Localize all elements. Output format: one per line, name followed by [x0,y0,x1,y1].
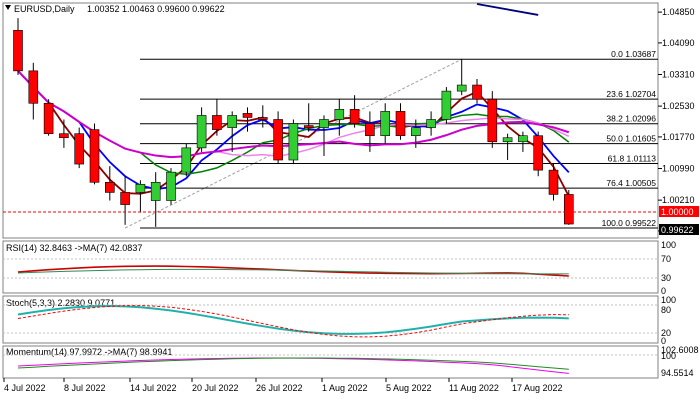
candle-bull [441,90,452,120]
time-tick-label: 5 Aug 2022 [386,383,432,393]
fib-level-label: 100.0 0.99522 [602,218,657,228]
candle-bull [518,135,528,143]
time-tick-label: 1 Aug 2022 [322,383,368,393]
ma-navy-line [476,3,539,16]
time-tick-label: 4 Jul 2022 [4,383,46,393]
candle-bear [105,181,115,193]
stoch-axis-100: 100 [661,295,676,305]
momentum-ma-line [17,357,569,370]
time-tick-label: 11 Aug 2022 [449,383,499,393]
candle-bear [257,117,268,120]
candle-bull [288,123,299,161]
time-tick-label: 14 Jul 2022 [130,383,177,393]
candle-bear [120,192,130,205]
time-tick-label: 8 Jul 2022 [64,383,106,393]
candle-bear [487,98,498,143]
candle-bear [212,115,222,130]
momentum-axis-bottom: 94.5514 [661,368,694,378]
candle-bear [548,169,559,195]
price-tick-label: 1.03310 [662,70,695,80]
candle-bull [181,147,192,173]
rsi-axis-0: 0 [661,286,666,296]
candle-bull [227,115,237,128]
fib-trendline [124,58,462,229]
price-tick-label: 1.00990 [662,164,695,174]
time-axis: 4 Jul 2022 8 Jul 2022 14 Jul 2022 20 Jul 20… [3,378,563,393]
fib-level-label: 23.6 1.02704 [606,89,656,99]
fib-level-label: 50.0 1.01605 [606,134,656,144]
candle-bear [59,133,69,139]
momentum-axis-100: 100 [661,351,676,361]
candle-bull [502,137,513,143]
fib-level-label: 76.4 1.00505 [606,178,656,188]
candle-bear [242,113,253,118]
candle-bear [273,119,283,161]
candle-bear [303,125,314,128]
time-tick-label: 20 Jul 2022 [192,383,239,393]
level-marker-label: 1.00000 [661,207,694,217]
stoch-axis-0: 0 [661,336,666,346]
candle-bull [196,115,207,149]
fib-level-label: 61.8 1.01113 [608,154,657,164]
candle-bull [319,119,329,128]
rsi-axis-100: 100 [661,240,676,250]
rsi-axis-70: 70 [661,254,671,264]
level-marker-box [659,206,699,217]
stoch-signal-line [17,305,569,338]
ohlc-readout: 1.00352 1.00463 0.99600 0.99622 [87,4,225,14]
price-tick-label: 1.01770 [662,132,695,142]
candle-bear [43,102,54,134]
candle-bear [533,135,544,171]
candle-bear [89,129,100,183]
fib-level-label: 38.2 1.02096 [606,114,656,124]
candlestick-series [13,18,574,227]
candle-bull [135,184,146,193]
candle-bear [28,70,39,104]
candle-bear [472,84,482,100]
candle-bull [426,119,436,128]
price-tick-label: 1.00210 [662,195,695,205]
stoch-axis-20: 20 [661,328,671,338]
chart-symbol-label: EURUSD,Daily [14,4,75,14]
price-tick-label: 1.04850 [662,7,695,17]
candle-bull [150,181,161,201]
rsi-title: RSI(14) 32.8463 ->MA(7) 42.0837 [6,243,142,253]
current-price-box [659,224,699,235]
fib-level-label: 0.0 1.03687 [611,49,656,59]
candle-bear [13,30,23,72]
main-panel-frame [2,2,659,239]
candle-bear [563,194,574,225]
stoch-title: Stoch(5,3,3) 2.2830 9.0771 [6,298,115,308]
candle-bull [166,171,176,201]
stoch-panel-frame [2,295,659,344]
candle-bear [365,123,375,136]
momentum-axis-top: 102.6008 [661,345,699,355]
candle-bull [334,109,345,120]
candle-bull [380,111,391,136]
candle-bear [74,133,84,165]
time-tick-label: 26 Jul 2022 [256,383,303,393]
chart-collapse-triangle-icon[interactable] [5,5,11,10]
rsi-panel-frame [2,240,659,294]
price-tick-label: 1.02530 [662,101,695,111]
candle-bear [395,111,406,136]
current-price-label: 0.99622 [661,225,694,235]
candle-bull [410,127,421,136]
candle-bear [349,109,360,124]
price-tick-label: 1.04090 [662,38,695,48]
time-tick-label: 17 Aug 2022 [512,383,563,393]
rsi-ma-line [17,268,569,275]
candle-bull [456,84,467,92]
stoch-axis-80: 80 [661,305,671,315]
momentum-panel-frame [2,345,659,379]
rsi-axis-30: 30 [661,273,671,283]
momentum-title: Momentum(14) 97.9972 ->MA(7) 98.9941 [6,347,172,357]
